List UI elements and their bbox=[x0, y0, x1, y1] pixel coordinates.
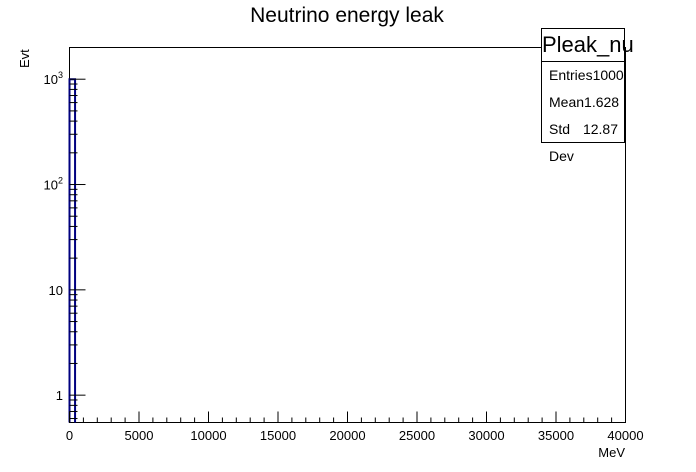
x-tick-label: 30000 bbox=[468, 428, 504, 443]
stats-box: Pleak_nu Entries 1000 Mean 1.628 Std Dev… bbox=[541, 28, 634, 164]
x-tick-label: 20000 bbox=[329, 428, 365, 443]
histogram-bar bbox=[68, 78, 77, 423]
x-tick-label: 5000 bbox=[125, 428, 154, 443]
stats-row-stddev: Std Dev 12.87 bbox=[542, 116, 624, 164]
x-tick-label: 40000 bbox=[607, 428, 643, 443]
y-tick-label: 103 bbox=[44, 70, 63, 87]
stats-title: Pleak_nu bbox=[542, 29, 634, 62]
y-axis: 1 10 102 103 bbox=[44, 70, 86, 420]
stats-row-entries: Entries 1000 bbox=[542, 62, 624, 89]
x-tick-label: 25000 bbox=[399, 428, 435, 443]
x-axis-label: MeV bbox=[598, 445, 625, 460]
x-tick-label: 35000 bbox=[538, 428, 574, 443]
stats-value: 1000 bbox=[592, 67, 624, 83]
y-tick-label: 1 bbox=[56, 388, 63, 403]
stats-row-mean: Mean 1.628 bbox=[542, 89, 624, 116]
x-tick-label: 0 bbox=[66, 428, 73, 443]
histogram-bars bbox=[68, 78, 77, 423]
chart-title: Neutrino energy leak bbox=[250, 4, 444, 27]
stats-value: 1.628 bbox=[584, 94, 620, 110]
x-axis: 0 5000 10000 15000 20000 25000 30000 35000 40000 bbox=[66, 411, 644, 443]
y-axis-label: Evt bbox=[17, 49, 32, 68]
stats-label: Entries bbox=[549, 67, 593, 83]
y-tick-label: 102 bbox=[44, 176, 63, 193]
stats-value: 12.87 bbox=[582, 121, 618, 137]
stats-label: Std Dev bbox=[549, 121, 574, 164]
x-tick-label: 15000 bbox=[260, 428, 296, 443]
stats-label: Mean bbox=[549, 94, 585, 110]
y-tick-label: 10 bbox=[49, 283, 63, 298]
x-tick-label: 10000 bbox=[190, 428, 226, 443]
